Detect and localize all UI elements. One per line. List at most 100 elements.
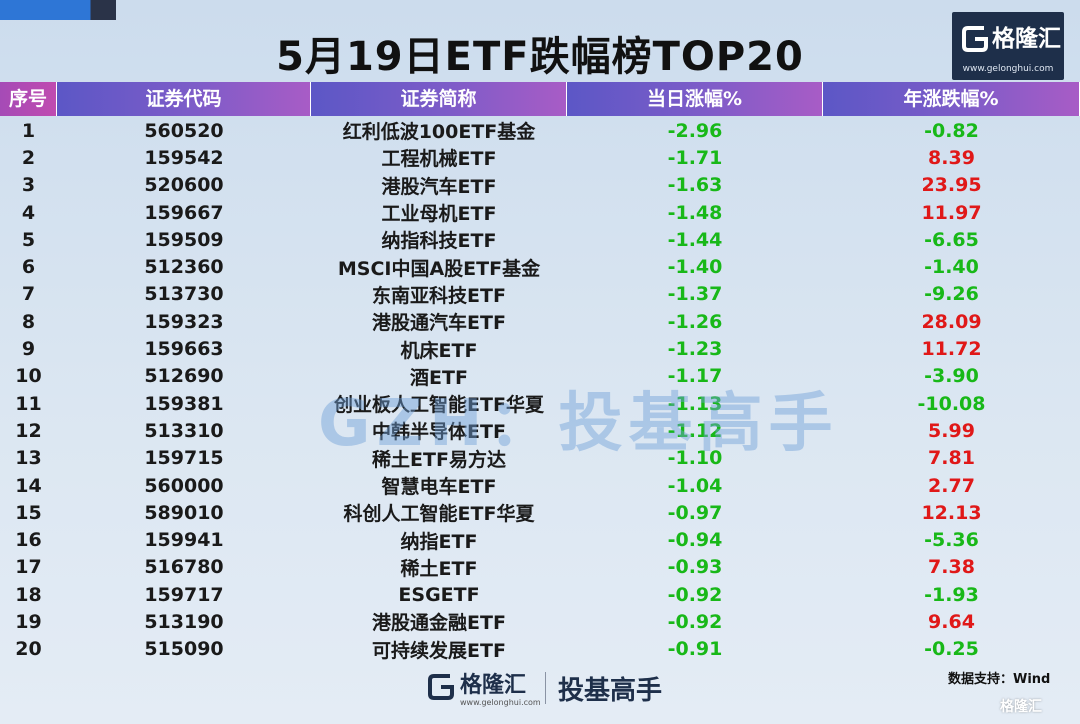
cell-day-change: -1.17 xyxy=(667,365,723,388)
cell-name: 纳指ETF xyxy=(400,530,478,553)
cell-day-change: -1.71 xyxy=(667,146,723,169)
cell-day-change: -0.92 xyxy=(667,583,723,606)
cell-day-change: -1.40 xyxy=(667,256,723,279)
cell-day-change: -1.10 xyxy=(667,447,723,470)
header-year-change: 年涨跌幅% xyxy=(823,82,1080,116)
cell-name: 红利低波100ETF基金 xyxy=(342,121,536,144)
cell-name: 中韩半导体ETF xyxy=(372,421,506,444)
table-row: 3 520600 港股汽车ETF -1.63 23.95 xyxy=(0,172,1080,199)
cell-day-change: -1.04 xyxy=(667,474,723,497)
cell-name: 纳指科技ETF xyxy=(381,230,497,253)
cell-rank: 17 xyxy=(15,556,42,579)
cell-year-change: 28.09 xyxy=(921,310,982,333)
cell-day-change: -0.94 xyxy=(667,529,723,552)
cell-rank: 4 xyxy=(21,201,36,224)
cell-name: 港股汽车ETF xyxy=(381,175,497,198)
cell-year-change: 5.99 xyxy=(928,419,975,442)
cell-year-change: 7.81 xyxy=(928,447,975,470)
cell-code: 516780 xyxy=(144,556,224,579)
cell-rank: 1 xyxy=(21,119,36,142)
gelonghui-logo-icon xyxy=(428,674,454,700)
cell-code: 159663 xyxy=(144,338,224,361)
cell-year-change: 7.38 xyxy=(928,556,975,579)
cell-name: 机床ETF xyxy=(400,339,478,362)
cell-code: 159667 xyxy=(144,201,224,224)
table-row: 14 560000 智慧电车ETF -1.04 2.77 xyxy=(0,472,1080,499)
table-header: 序号 证券代码 证券简称 当日涨幅% 年涨跌幅% xyxy=(0,82,1080,116)
cell-name: 酒ETF xyxy=(410,366,468,389)
cell-year-change: -0.25 xyxy=(924,638,979,661)
corner-tab xyxy=(0,0,116,20)
cell-year-change: 23.95 xyxy=(921,174,982,197)
gelonghui-logo-icon xyxy=(962,26,988,52)
table-row: 8 159323 港股通汽车ETF -1.26 28.09 xyxy=(0,308,1080,335)
cell-name: 科创人工智能ETF华夏 xyxy=(343,503,535,526)
data-source: 数据支持：Wind xyxy=(948,672,1051,687)
cell-code: 515090 xyxy=(144,638,224,661)
table-row: 11 159381 创业板人工智能ETF华夏 -1.13 -10.08 xyxy=(0,390,1080,417)
cell-rank: 6 xyxy=(21,256,36,279)
cell-year-change: 11.97 xyxy=(921,201,982,224)
cell-year-change: -0.82 xyxy=(924,119,979,142)
footer: 格隆汇 www.gelonghui.com 投基高手 数据支持：Wind 格隆汇 xyxy=(0,664,1080,715)
table-row: 9 159663 机床ETF -1.23 11.72 xyxy=(0,335,1080,362)
cell-day-change: -0.93 xyxy=(667,556,723,579)
cell-rank: 9 xyxy=(21,338,36,361)
cell-day-change: -0.91 xyxy=(667,638,723,661)
cell-rank: 3 xyxy=(21,174,36,197)
cell-year-change: 2.77 xyxy=(928,474,975,497)
cell-rank: 15 xyxy=(15,501,42,524)
cell-rank: 16 xyxy=(15,529,42,552)
cell-year-change: -1.93 xyxy=(924,583,979,606)
cell-name: 工程机械ETF xyxy=(381,148,497,171)
cell-code: 513310 xyxy=(144,419,224,442)
cell-code: 513730 xyxy=(144,283,224,306)
cell-year-change: 11.72 xyxy=(921,338,982,361)
table-row: 10 512690 酒ETF -1.17 -3.90 xyxy=(0,363,1080,390)
cell-name: 港股通金融ETF xyxy=(372,612,506,635)
cell-code: 589010 xyxy=(144,501,224,524)
cell-code: 520600 xyxy=(144,174,224,197)
table-row: 20 515090 可持续发展ETF -0.91 -0.25 xyxy=(0,636,1080,663)
table-row: 2 159542 工程机械ETF -1.71 8.39 xyxy=(0,144,1080,171)
cell-name: 工业母机ETF xyxy=(381,203,497,226)
cell-code: 159381 xyxy=(144,392,224,415)
cell-code: 159542 xyxy=(144,146,224,169)
cell-year-change: -1.40 xyxy=(924,256,979,279)
table-row: 7 513730 东南亚科技ETF -1.37 -9.26 xyxy=(0,281,1080,308)
cell-rank: 8 xyxy=(21,310,36,333)
cell-day-change: -1.12 xyxy=(667,419,723,442)
footer-slogan: 投基高手 xyxy=(558,676,663,706)
header-code: 证券代码 xyxy=(57,82,311,116)
table-body: 1 560520 红利低波100ETF基金 -2.96 -0.82 2 159542 工程机械… xyxy=(0,117,1080,663)
cell-day-change: -1.44 xyxy=(667,228,723,251)
cell-code: 159717 xyxy=(144,583,224,606)
header-rank: 序号 xyxy=(0,82,57,116)
cell-year-change: -9.26 xyxy=(924,283,979,306)
cell-day-change: -0.97 xyxy=(667,501,723,524)
cell-code: 512690 xyxy=(144,365,224,388)
cell-rank: 2 xyxy=(21,146,36,169)
cell-rank: 5 xyxy=(21,228,36,251)
brand-logo: 格隆汇 www.gelonghui.com xyxy=(952,12,1064,80)
cell-day-change: -1.23 xyxy=(667,338,723,361)
cell-code: 159323 xyxy=(144,310,224,333)
cell-name: 港股通汽车ETF xyxy=(372,312,506,335)
cell-code: 159715 xyxy=(144,447,224,470)
cell-name: 创业板人工智能ETF华夏 xyxy=(334,394,544,417)
cell-day-change: -1.37 xyxy=(667,283,723,306)
cell-rank: 20 xyxy=(15,638,42,661)
cell-name: 稀土ETF易方达 xyxy=(372,448,506,471)
cell-day-change: -1.13 xyxy=(667,392,723,415)
cell-rank: 19 xyxy=(15,610,42,633)
brand-url: www.gelonghui.com xyxy=(962,64,1054,74)
table-row: 5 159509 纳指科技ETF -1.44 -6.65 xyxy=(0,226,1080,253)
cell-name: ESGETF xyxy=(398,583,480,606)
cell-code: 560520 xyxy=(144,119,224,142)
cell-day-change: -1.63 xyxy=(667,174,723,197)
table-row: 12 513310 中韩半导体ETF -1.12 5.99 xyxy=(0,417,1080,444)
footer-logo: 格隆汇 www.gelonghui.com xyxy=(428,668,541,708)
corner-watermark: 格隆汇 xyxy=(1000,699,1042,715)
footer-brand-name: 格隆汇 xyxy=(460,673,527,698)
